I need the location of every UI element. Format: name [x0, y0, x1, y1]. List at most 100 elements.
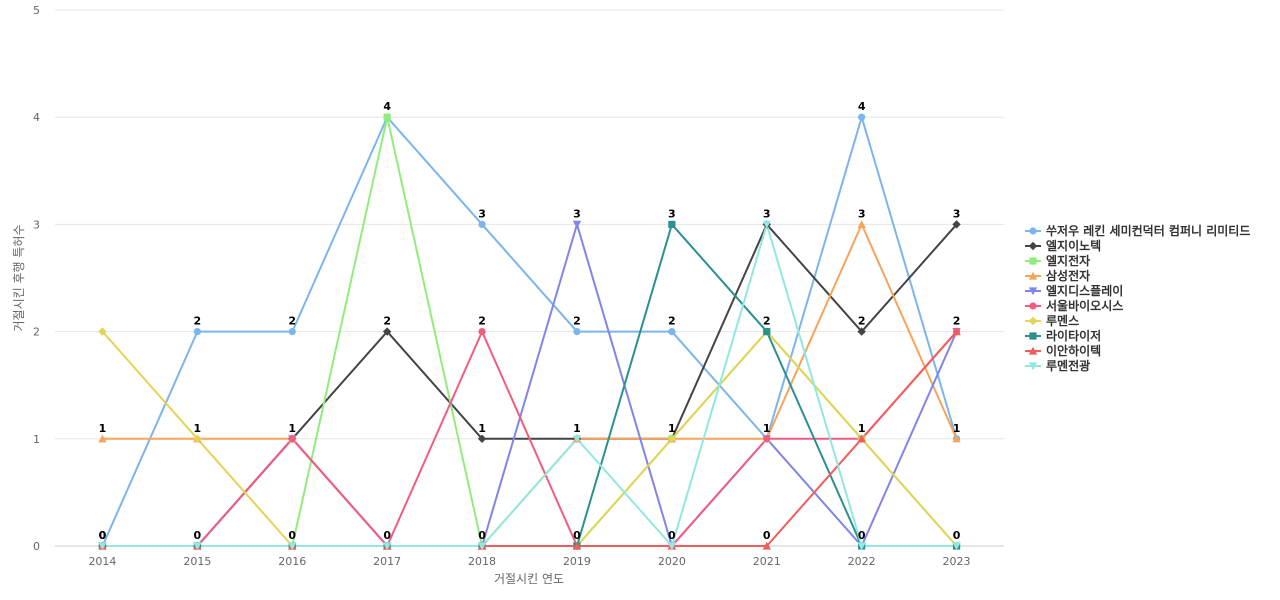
data-point	[667, 434, 677, 443]
series-line-5[interactable]	[102, 223, 958, 547]
legend-marker	[1028, 316, 1038, 325]
data-point	[762, 541, 771, 550]
data-label: 1	[478, 422, 486, 435]
legend-item[interactable]: 엘지디스플레이	[1024, 283, 1250, 298]
legend-symbol	[1025, 301, 1041, 310]
data-label: 0	[573, 529, 581, 542]
legend-item[interactable]: 엘지전자	[1024, 253, 1250, 268]
data-label: 3	[478, 207, 486, 220]
legend-item[interactable]: 라이타이저	[1024, 328, 1250, 343]
x-tick-label: 2014	[88, 555, 116, 568]
legend-symbol	[1025, 316, 1041, 325]
data-point	[477, 542, 487, 551]
data-label: 2	[763, 315, 771, 328]
data-point	[572, 541, 582, 550]
x-tick-label: 2017	[373, 555, 401, 568]
data-label: 3	[858, 207, 866, 220]
legend-label: 라이타이저	[1046, 329, 1102, 343]
y-tick-label: 5	[33, 4, 40, 17]
legend-marker	[1028, 271, 1038, 280]
y-tick-label: 0	[33, 540, 40, 553]
legend-symbol	[1025, 286, 1041, 295]
legend-label: 삼성전자	[1046, 269, 1091, 283]
data-point	[763, 328, 771, 336]
legend-item[interactable]: 이안하이텍	[1024, 343, 1250, 358]
data-label: 2	[858, 315, 866, 328]
legend-item[interactable]: 엘지이노텍	[1024, 238, 1250, 253]
legend-symbol	[1025, 241, 1041, 250]
data-point	[857, 327, 866, 336]
data-label: 0	[194, 529, 202, 542]
data-point	[763, 435, 771, 443]
x-tick-label: 2015	[183, 555, 211, 568]
data-point	[477, 434, 487, 443]
data-label: 2	[288, 315, 296, 328]
series-lines	[101, 116, 958, 547]
x-tick-label: 2016	[278, 555, 306, 568]
y-tick-label: 2	[33, 326, 40, 339]
data-point	[952, 220, 961, 229]
data-label: 3	[668, 207, 676, 220]
data-label: 0	[953, 529, 961, 542]
legend-symbol	[1025, 346, 1041, 355]
data-point	[193, 434, 202, 443]
legend-symbol	[1025, 331, 1041, 340]
data-point	[288, 542, 297, 551]
legend-marker	[1029, 301, 1037, 310]
data-point	[857, 220, 866, 228]
legend-item[interactable]: 삼성전자	[1024, 268, 1250, 283]
data-label: 4	[383, 100, 391, 113]
data-label: 3	[953, 207, 961, 220]
legend-item[interactable]: 루멘전광	[1024, 358, 1250, 373]
legend-marker	[1028, 286, 1038, 295]
data-point	[952, 542, 961, 551]
legend-label: 이안하이텍	[1046, 344, 1102, 358]
data-point	[572, 435, 582, 443]
data-label: 2	[668, 315, 676, 328]
legend-label: 서울바이오시스	[1046, 299, 1124, 313]
data-label: 2	[573, 315, 581, 328]
data-label: 0	[478, 529, 486, 542]
data-point	[762, 220, 771, 229]
y-tick-label: 1	[33, 433, 40, 446]
legend-symbol	[1025, 256, 1041, 265]
x-tick-label: 2019	[563, 555, 591, 568]
x-tick-label: 2018	[468, 555, 496, 568]
legend-label: 엘지디스플레이	[1046, 284, 1124, 298]
data-point	[857, 542, 866, 551]
legend: 쑤저우 레킨 세미컨덕터 컴퍼니 리미티드 엘지이노텍 엘지전자 삼성전자 엘지디스플레…	[1024, 223, 1250, 373]
legend-marker	[1029, 256, 1037, 265]
legend-marker	[1028, 346, 1038, 355]
legend-item[interactable]: 서울바이오시스	[1024, 298, 1250, 313]
legend-item[interactable]: 쑤저우 레킨 세미컨덕터 컴퍼니 리미티드	[1024, 223, 1250, 238]
y-axis-ticks: 0 1 2 3 4 5	[33, 4, 40, 553]
data-label: 1	[668, 422, 676, 435]
data-label: 3	[763, 207, 771, 220]
data-label: 1	[99, 422, 107, 435]
data-point	[382, 542, 392, 551]
legend-marker	[1028, 361, 1038, 370]
legend-item[interactable]: 루멘스	[1024, 313, 1250, 328]
data-point	[952, 327, 961, 336]
data-label: 3	[573, 207, 581, 220]
data-point	[193, 542, 202, 551]
data-label: 0	[858, 529, 866, 542]
legend-symbol	[1025, 226, 1041, 235]
data-point	[573, 328, 581, 336]
legend-symbol	[1025, 361, 1041, 370]
data-label: 1	[858, 422, 866, 435]
data-label: 1	[573, 422, 581, 435]
data-label: 2	[194, 315, 202, 328]
data-point	[288, 435, 296, 443]
data-point	[383, 113, 391, 121]
legend-marker	[1029, 226, 1037, 235]
x-tick-label: 2023	[943, 555, 971, 568]
data-point	[572, 220, 582, 229]
data-label: 1	[194, 422, 202, 435]
legend-label: 엘지전자	[1046, 254, 1091, 268]
data-point	[288, 328, 296, 336]
y-tick-label: 4	[33, 111, 40, 124]
series-line-10[interactable]	[102, 223, 957, 547]
